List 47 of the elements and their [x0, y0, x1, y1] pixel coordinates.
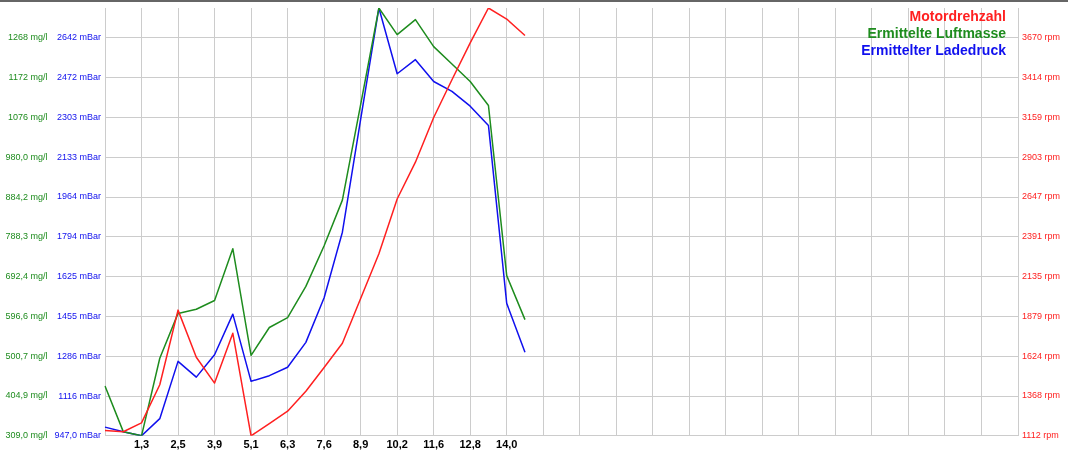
y3-tick-label: 2135 rpm	[1022, 271, 1061, 282]
y3-tick-label: 2903 rpm	[1022, 151, 1061, 162]
y3-tick-label: 1368 rpm	[1022, 390, 1061, 401]
y2-tick-label: 500,7 mg/l	[5, 350, 48, 361]
x-tick-label: 7,6	[316, 438, 332, 451]
y3-tick-label: 2647 rpm	[1022, 191, 1061, 202]
y2-tick-label: 788,3 mg/l	[5, 231, 48, 242]
x-tick-label: 14,0	[496, 438, 518, 451]
y3-tick-label: 1879 rpm	[1022, 310, 1061, 321]
y-tick-label: 947,0 mBar	[54, 430, 101, 441]
x-tick-label: 8,9	[352, 438, 369, 451]
y-tick-label: 1286 mBar	[56, 350, 101, 361]
y2-tick-label: 1172 mg/l	[8, 72, 48, 83]
y3-tick-label: 1112 rpm	[1022, 430, 1059, 441]
y-tick-label: 2133 mBar	[56, 151, 101, 162]
y2-tick-label: 596,6 mg/l	[5, 310, 48, 321]
y3-tick-label: 2391 rpm	[1022, 231, 1061, 242]
y-tick-label: 1794 mBar	[56, 231, 101, 242]
x-tick-label: 2,5	[170, 438, 186, 451]
y2-tick-label: 1076 mg/l	[7, 112, 48, 123]
y2-tick-label: 692,4 mg/l	[5, 271, 48, 282]
x-tick-label: 11,6	[423, 438, 445, 451]
x-tick-label: 3,9	[206, 438, 223, 451]
y-tick-label: 1625 mBar	[56, 271, 101, 282]
y3-tick-label: 3670 rpm	[1022, 32, 1061, 43]
y2-tick-label: 980,0 mg/l	[5, 151, 48, 162]
x-tick-label: 5,1	[243, 438, 259, 451]
y3-tick-label: 1624 rpm	[1022, 350, 1061, 361]
y-tick-label: 2472 mBar	[56, 72, 101, 83]
y2-tick-label: 1268 mg/l	[7, 32, 48, 43]
x-tick-label: 10,2	[386, 438, 408, 451]
y3-tick-label: 3159 rpm	[1022, 111, 1061, 122]
y3-tick-label: 3414 rpm	[1022, 72, 1061, 83]
y-tick-label: 1116 mBar	[58, 390, 101, 401]
text: Ermittelter Ladedruck	[861, 42, 1006, 59]
text: Ermittelte Luftmasse	[866, 25, 1006, 42]
y2-tick-label: 309,0 mg/l	[5, 430, 48, 441]
y-tick-label: 2303 mBar	[56, 111, 101, 122]
y2-tick-label: 404,9 mg/l	[5, 390, 48, 401]
x-tick-label: 6,3	[279, 438, 296, 451]
y-tick-label: 2642 mBar	[56, 32, 101, 43]
y-tick-label: 1964 mBar	[56, 191, 101, 202]
x-tick-label: 12,8	[459, 438, 481, 451]
y-tick-label: 1455 mBar	[56, 311, 101, 322]
text: Motordrehzahl	[908, 8, 1006, 25]
y2-tick-label: 884,2 mg/l	[5, 191, 48, 202]
x-tick-label: 1,3	[133, 438, 150, 451]
